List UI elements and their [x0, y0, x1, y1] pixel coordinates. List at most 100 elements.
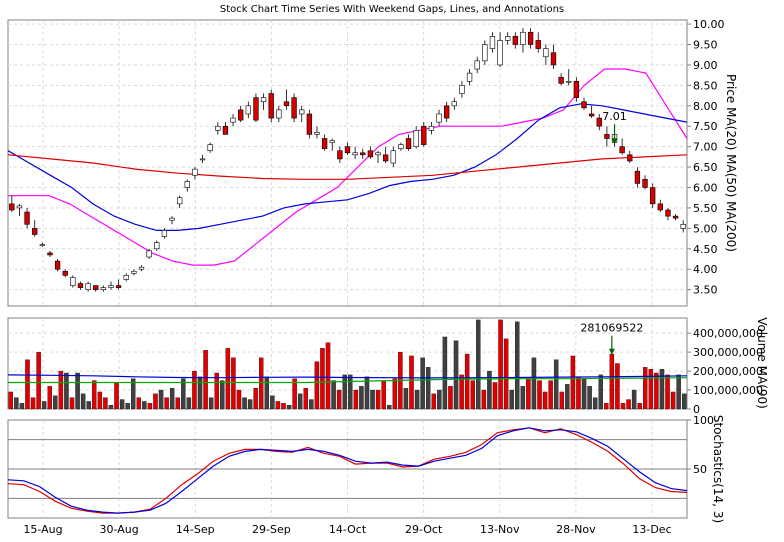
candle-body [474, 60, 480, 70]
volume-bar [136, 397, 142, 410]
volume-bar [437, 389, 442, 410]
volume-ma-line-0 [7, 374, 688, 379]
x-tick-label: 30-Aug [100, 523, 139, 536]
volume-bar [387, 405, 392, 410]
volume-bar [553, 359, 559, 410]
volume-y-ticks: 0 100,000,000 200,000,000 300,000,000 400,00… [687, 327, 763, 416]
candle-body [199, 158, 206, 161]
volume-bar [604, 403, 609, 410]
candle-body [9, 203, 15, 211]
volume-bar [69, 397, 75, 410]
candle-body [146, 250, 152, 258]
ma-line-ma-50 [7, 103, 688, 231]
volume-bar [542, 391, 548, 410]
volume-bar [8, 391, 14, 410]
price-y-tick-label: 9.50 [693, 39, 718, 52]
candle-body [512, 36, 519, 45]
volume-bar [515, 321, 520, 410]
volume-average-lines [7, 374, 688, 384]
stochastics-y-axis-label: Stochastics(14, 3) [711, 415, 725, 523]
price-y-tick-label: 6.00 [693, 182, 718, 195]
price-y-tick-label: 9.00 [693, 59, 718, 72]
price-y-tick-label: 4.00 [693, 263, 718, 276]
candle-body [154, 242, 160, 250]
candle-body [32, 228, 38, 235]
volume-bar [359, 386, 364, 410]
candle-body [581, 101, 587, 109]
price-y-tick-label: 5.00 [693, 222, 718, 235]
volume-bar [192, 370, 197, 410]
volume-bar [648, 369, 654, 410]
stochastics-lines [7, 427, 688, 514]
volume-bar [431, 393, 437, 410]
candle-body [54, 260, 61, 270]
candle-body [436, 113, 442, 123]
volume-bar [598, 374, 603, 410]
volume-bar [25, 359, 30, 410]
candle-body [299, 109, 305, 115]
candle-body [573, 80, 580, 98]
volume-ma-line-1 [8, 377, 688, 384]
candle-body [62, 270, 68, 276]
candle-body [268, 93, 274, 119]
candle-body [672, 215, 679, 219]
volume-bar [264, 376, 270, 410]
volume-bar [242, 397, 247, 410]
volume-bar [581, 378, 587, 410]
volume-bar [342, 374, 347, 410]
price-candles [9, 28, 686, 292]
volume-bar [453, 340, 459, 410]
volume-bar [19, 403, 25, 410]
volume-bar [64, 372, 69, 410]
price-y-tick-label: 4.50 [693, 243, 718, 256]
candle-body [169, 217, 175, 221]
volume-bar [537, 380, 542, 410]
price-panel: 3.50 4.00 4.50 5.00 5.50 6.00 6.50 7.00 7.50 8.00… [7, 18, 738, 307]
candle-body [100, 287, 107, 290]
candle-body [627, 154, 633, 162]
candle-body [115, 285, 122, 288]
price-y-ticks: 3.50 4.00 4.50 5.00 5.50 6.00 6.50 7.00 7.50 8.00… [687, 18, 725, 297]
volume-bar [503, 338, 509, 410]
x-tick-label: 14-Oct [329, 523, 367, 536]
volume-bar [643, 367, 648, 410]
volume-bar [559, 391, 565, 410]
x-tick-label: 13-Nov [480, 523, 520, 536]
price-y-tick-label: 3.50 [693, 284, 718, 297]
volume-bar [620, 403, 626, 410]
price-annotation: 7.01 [602, 110, 627, 145]
volume-bar [158, 389, 164, 410]
volume-bar [442, 336, 448, 410]
volume-bar [448, 386, 453, 410]
candle-body [375, 152, 381, 156]
volume-bar [392, 378, 398, 410]
volume-bar [181, 378, 186, 410]
candle-body [77, 283, 84, 288]
x-tick-label: 29-Oct [405, 523, 443, 536]
volume-bar [531, 357, 537, 410]
candle-body [466, 72, 473, 82]
price-y-axis-label: Price MA(20) MA(50) MA(200) [724, 74, 738, 252]
volume-bar [153, 393, 158, 410]
chart-title: Stock Chart Time Series With Weekend Gap… [220, 4, 564, 15]
candle-body [108, 285, 114, 288]
volume-bar [570, 355, 576, 410]
volume-bar [281, 403, 286, 410]
stochastics-line-d [7, 427, 688, 514]
volume-bar [470, 380, 475, 410]
candle-body [482, 44, 488, 62]
candle-body [184, 181, 190, 188]
volume-bar [548, 380, 553, 410]
volume-bar [576, 376, 581, 410]
volume-bar [30, 397, 36, 410]
volume-bar [41, 401, 47, 410]
volume-bar [292, 378, 297, 410]
volume-y-tick-label: 0 [693, 403, 700, 416]
candle-body [588, 113, 595, 117]
volume-bar [220, 380, 225, 410]
candle-body [657, 203, 663, 211]
volume-bar [676, 374, 681, 410]
annotation-arrow-head [611, 138, 618, 145]
